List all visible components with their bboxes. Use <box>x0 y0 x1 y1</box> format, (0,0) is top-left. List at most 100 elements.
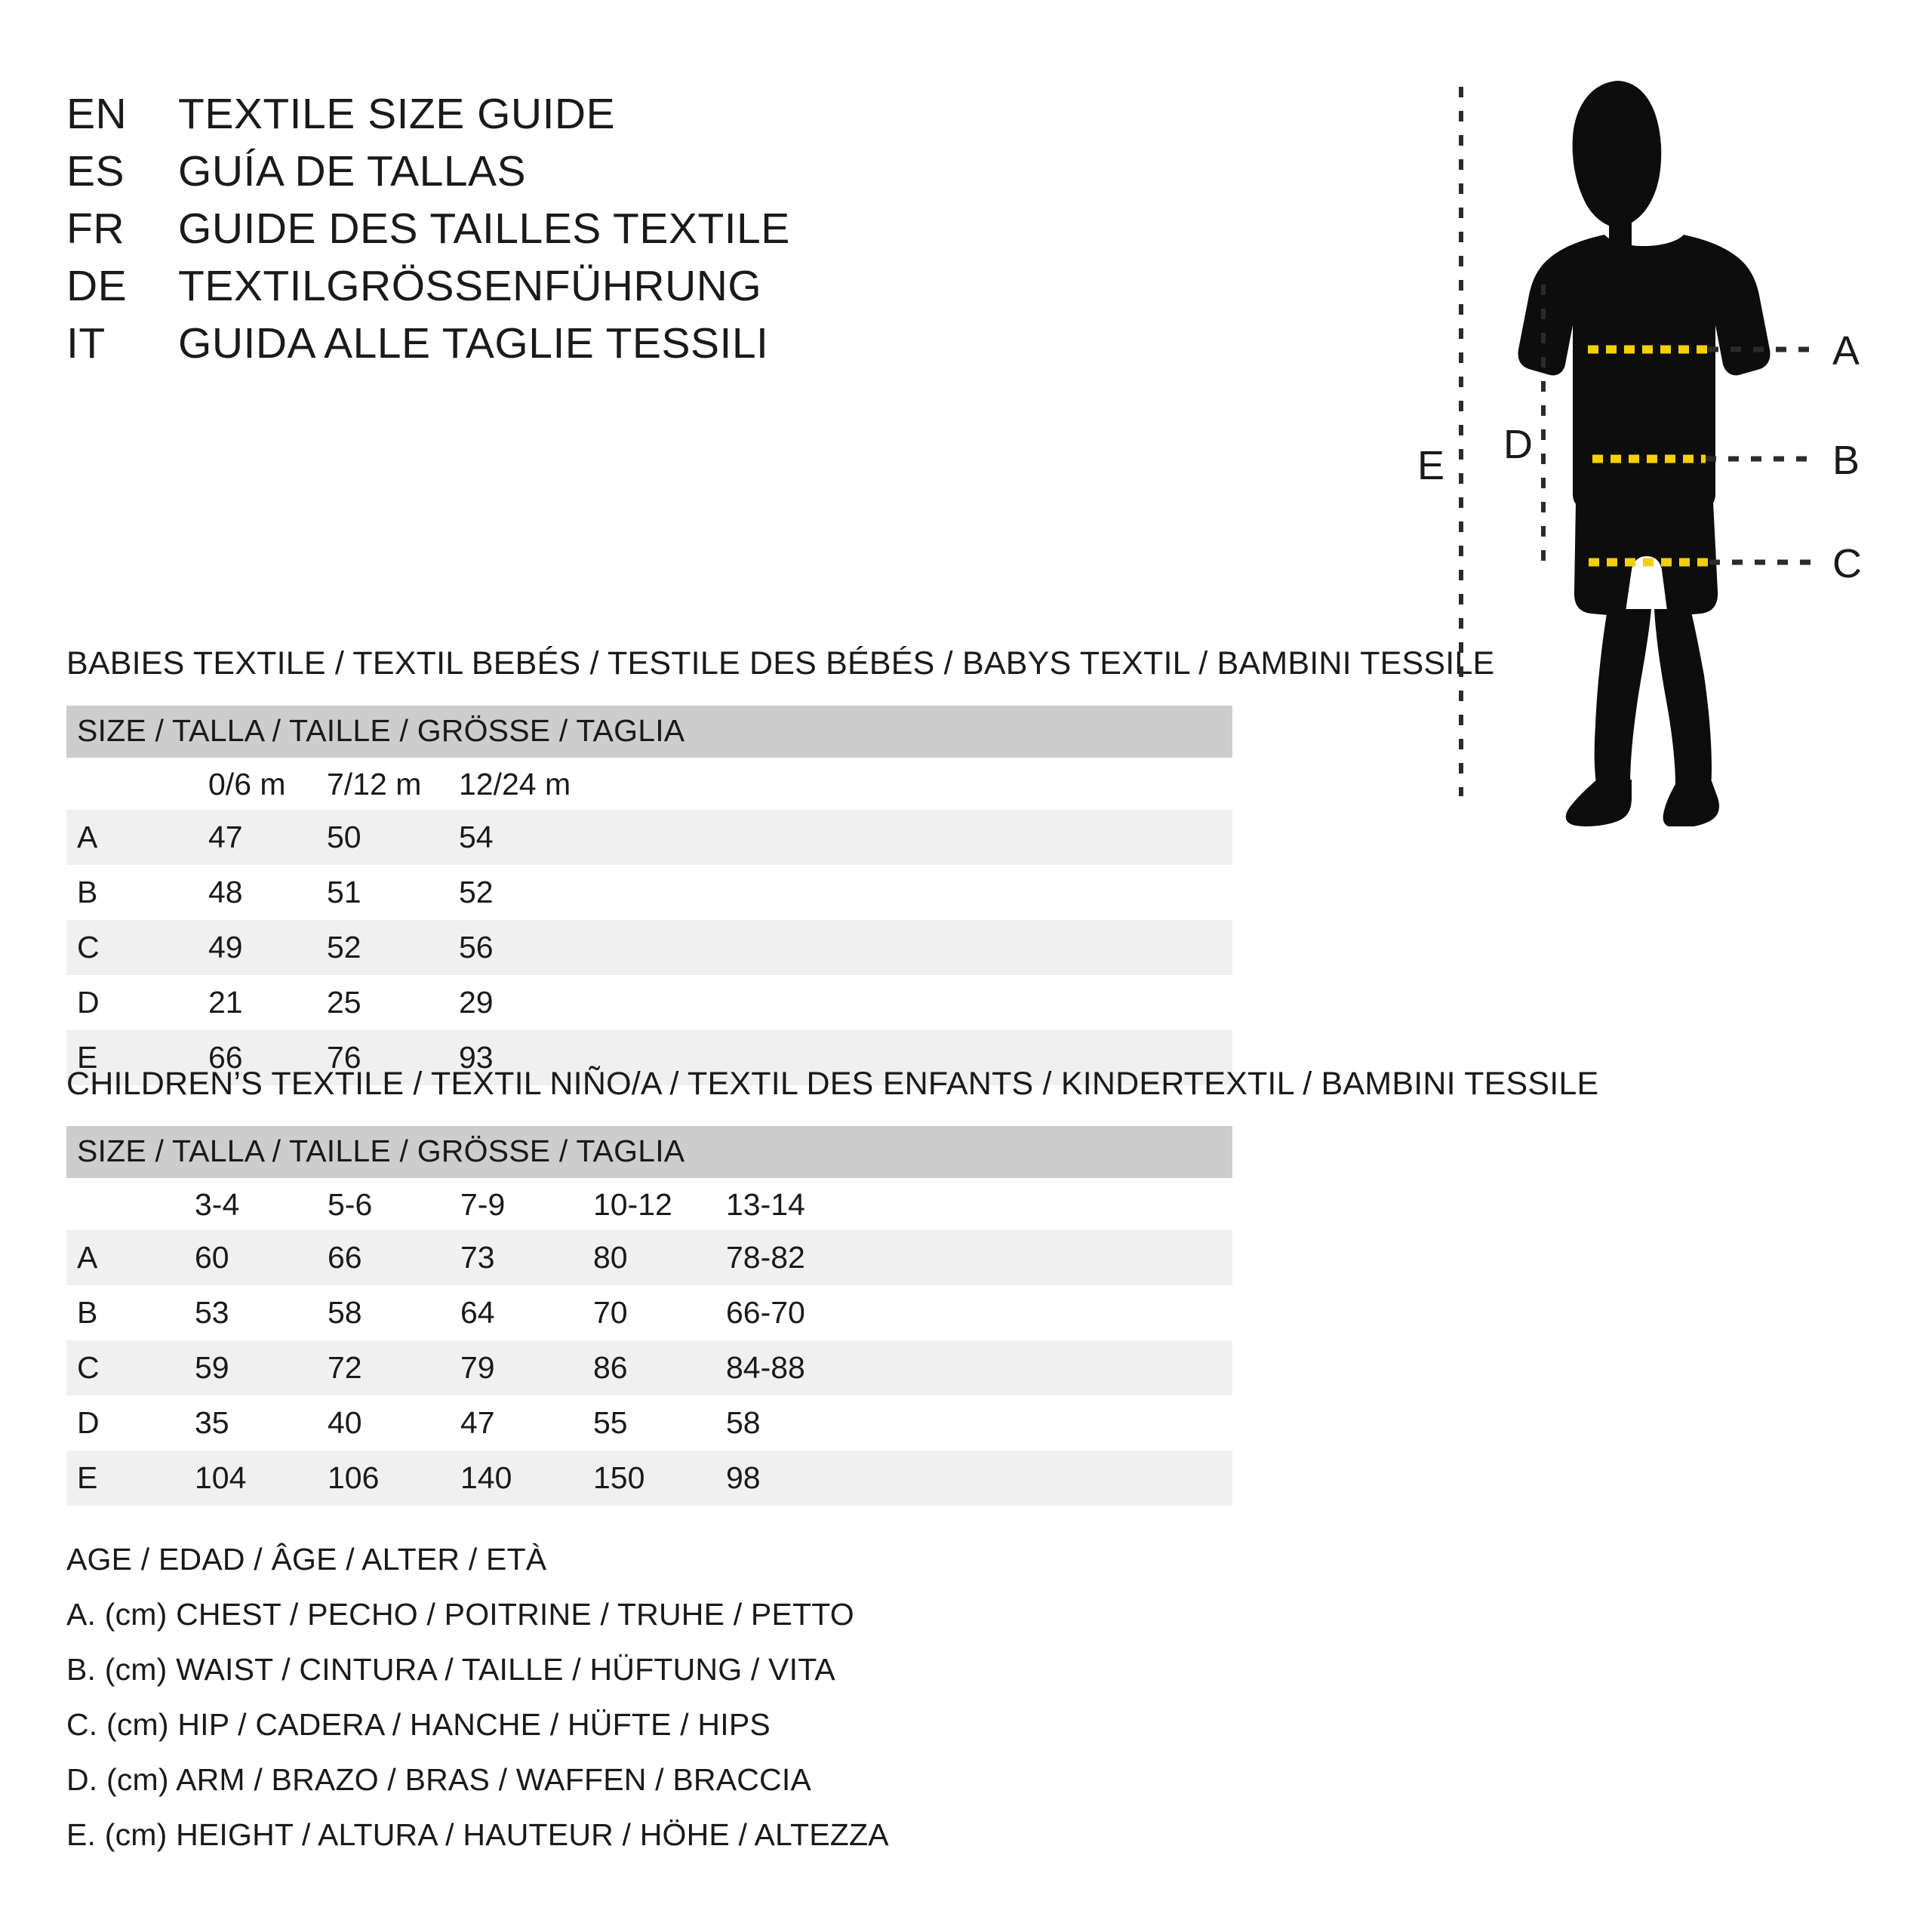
children-column-header-row: 3-4 5-6 7-9 10-12 13-14 <box>66 1178 1233 1230</box>
children-cell-e-3: 150 <box>548 1451 681 1506</box>
table-row: D 35 40 47 55 58 <box>66 1395 1233 1451</box>
children-cell-d-0: 35 <box>149 1395 282 1451</box>
babies-row-label-d: D <box>66 975 149 1030</box>
babies-cell-e-0: 66 <box>149 1030 281 1085</box>
children-cell-c-2: 79 <box>415 1340 548 1395</box>
babies-cell-e-2: 93 <box>414 1030 546 1085</box>
babies-cell-d-1: 25 <box>281 975 414 1030</box>
figure-marker-d: D <box>1503 422 1533 467</box>
language-title-de: TEXTILGRÖSSENFÜHRUNG <box>178 262 762 310</box>
children-column-header-4: 13-14 <box>681 1178 814 1230</box>
children-row-pad <box>814 1285 1233 1340</box>
table-row: C 49 52 56 <box>66 920 1233 975</box>
babies-cell-d-2: 29 <box>414 975 546 1030</box>
babies-row-label-e: E <box>66 1030 149 1085</box>
babies-corner-cell <box>66 758 149 810</box>
children-cell-a-4: 78-82 <box>681 1230 814 1285</box>
babies-row-pad <box>546 920 1233 975</box>
figure-marker-c: C <box>1832 541 1862 586</box>
children-row-label-e: E <box>66 1451 149 1506</box>
children-cell-d-4: 58 <box>681 1395 814 1451</box>
children-row-label-c: C <box>66 1340 149 1395</box>
table-row: E 104 106 140 150 98 <box>66 1451 1233 1506</box>
language-code-de: DE <box>66 262 128 310</box>
children-cell-a-0: 60 <box>149 1230 282 1285</box>
babies-size-table: SIZE / TALLA / TAILLE / GRÖSSE / TAGLIA … <box>66 706 1233 1085</box>
children-cell-a-2: 73 <box>415 1230 548 1285</box>
babies-size-bar-label: SIZE / TALLA / TAILLE / GRÖSSE / TAGLIA <box>66 706 1233 758</box>
language-code-fr: FR <box>66 205 125 253</box>
children-cell-e-1: 106 <box>282 1451 415 1506</box>
babies-cell-b-2: 52 <box>414 865 546 920</box>
babies-row-pad <box>546 1030 1233 1085</box>
children-cell-b-3: 70 <box>548 1285 681 1340</box>
children-cell-e-0: 104 <box>149 1451 282 1506</box>
figure-marker-e: E <box>1417 443 1444 488</box>
children-cell-a-1: 66 <box>282 1230 415 1285</box>
children-column-header-3: 10-12 <box>548 1178 681 1230</box>
babies-size-bar-row: SIZE / TALLA / TAILLE / GRÖSSE / TAGLIA <box>66 706 1233 758</box>
table-row: C 59 72 79 86 84-88 <box>66 1340 1233 1395</box>
language-code-es: ES <box>66 147 125 195</box>
babies-row-label-b: B <box>66 865 149 920</box>
table-row: B 53 58 64 70 66-70 <box>66 1285 1233 1340</box>
babies-section-heading: BABIES TEXTILE / TEXTIL BEBÉS / TESTILE … <box>66 645 1495 681</box>
language-title-block: EN TEXTILE SIZE GUIDE ES GUÍA DE TALLAS … <box>66 89 1123 376</box>
child-silhouette-icon <box>1518 81 1770 826</box>
babies-column-header-row: 0/6 m 7/12 m 12/24 m <box>66 758 1233 810</box>
children-cell-c-0: 59 <box>149 1340 282 1395</box>
children-cell-b-2: 64 <box>415 1285 548 1340</box>
legend-item-d: D. (cm) ARM / BRAZO / BRAS / WAFFEN / BR… <box>66 1762 811 1797</box>
babies-row-label-a: A <box>66 810 149 865</box>
children-row-pad <box>814 1340 1233 1395</box>
language-row-en: EN TEXTILE SIZE GUIDE <box>66 89 1123 146</box>
legend-item-a: A. (cm) CHEST / PECHO / POITRINE / TRUHE… <box>66 1597 854 1632</box>
children-size-bar-row: SIZE / TALLA / TAILLE / GRÖSSE / TAGLIA <box>66 1126 1233 1178</box>
language-row-de: DE TEXTILGRÖSSENFÜHRUNG <box>66 261 1123 318</box>
children-row-pad <box>814 1451 1233 1506</box>
children-header-pad <box>814 1178 1233 1230</box>
children-column-header-2: 7-9 <box>415 1178 548 1230</box>
children-cell-c-3: 86 <box>548 1340 681 1395</box>
babies-column-header-2: 12/24 m <box>414 758 571 810</box>
babies-row-pad <box>546 975 1233 1030</box>
babies-cell-b-1: 51 <box>281 865 414 920</box>
babies-cell-e-1: 76 <box>281 1030 414 1085</box>
children-cell-d-1: 40 <box>282 1395 415 1451</box>
children-cell-b-0: 53 <box>149 1285 282 1340</box>
language-row-es: ES GUÍA DE TALLAS <box>66 146 1123 204</box>
babies-row-pad <box>546 865 1233 920</box>
legend-item-b: B. (cm) WAIST / CINTURA / TAILLE / HÜFTU… <box>66 1652 835 1687</box>
babies-cell-a-2: 54 <box>414 810 546 865</box>
babies-row-label-c: C <box>66 920 149 975</box>
children-cell-e-2: 140 <box>415 1451 548 1506</box>
children-cell-c-4: 84-88 <box>681 1340 814 1395</box>
children-cell-c-1: 72 <box>282 1340 415 1395</box>
children-row-pad <box>814 1395 1233 1451</box>
children-size-table: SIZE / TALLA / TAILLE / GRÖSSE / TAGLIA … <box>66 1126 1233 1506</box>
language-row-it: IT GUIDA ALLE TAGLIE TESSILI <box>66 318 1123 376</box>
measurement-legend: AGE / EDAD / ÂGE / ALTER / ETÀ A. (cm) C… <box>66 1532 1198 1863</box>
children-cell-d-2: 47 <box>415 1395 548 1451</box>
children-cell-d-3: 55 <box>548 1395 681 1451</box>
table-row: B 48 51 52 <box>66 865 1233 920</box>
children-corner-cell <box>66 1178 149 1230</box>
language-row-fr: FR GUIDE DES TAILLES TEXTILE <box>66 204 1123 261</box>
babies-row-pad <box>546 810 1233 865</box>
table-row: E 66 76 93 <box>66 1030 1233 1085</box>
children-column-header-0: 3-4 <box>149 1178 282 1230</box>
measurement-figure: A B C D E <box>1389 72 1917 826</box>
babies-cell-a-1: 50 <box>281 810 414 865</box>
babies-cell-c-1: 52 <box>281 920 414 975</box>
table-row: A 47 50 54 <box>66 810 1233 865</box>
language-title-en: TEXTILE SIZE GUIDE <box>178 90 616 138</box>
children-row-label-b: B <box>66 1285 149 1340</box>
language-title-it: GUIDA ALLE TAGLIE TESSILI <box>178 319 769 368</box>
children-row-pad <box>814 1230 1233 1285</box>
table-row: A 60 66 73 80 78-82 <box>66 1230 1233 1285</box>
legend-age-line: AGE / EDAD / ÂGE / ALTER / ETÀ <box>66 1542 547 1577</box>
babies-cell-b-0: 48 <box>149 865 281 920</box>
language-title-es: GUÍA DE TALLAS <box>178 147 527 195</box>
legend-item-e: E. (cm) HEIGHT / ALTURA / HAUTEUR / HÖHE… <box>66 1817 889 1852</box>
children-size-bar-label: SIZE / TALLA / TAILLE / GRÖSSE / TAGLIA <box>66 1126 1233 1178</box>
